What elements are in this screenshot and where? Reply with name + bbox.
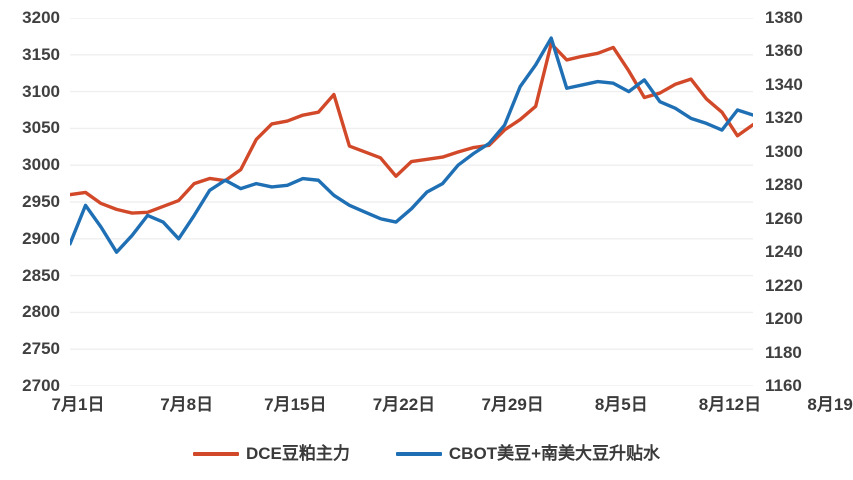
legend-item[interactable]: DCE豆粕主力 xyxy=(193,445,350,462)
legend-label: DCE豆粕主力 xyxy=(246,444,350,463)
y-axis-left-tick: 2700 xyxy=(22,376,60,395)
chart-legend: DCE豆粕主力 CBOT美豆+南美大豆升贴水 xyxy=(0,445,853,462)
y-axis-right-tick: 1280 xyxy=(765,175,803,195)
y-axis-right-tick: 1340 xyxy=(765,74,803,94)
y-axis-right-tick: 1220 xyxy=(765,275,803,295)
y-axis-left-tick: 3150 xyxy=(22,44,60,64)
y-axis-left-tick: 2950 xyxy=(22,192,60,211)
y-axis-right-tick: 1260 xyxy=(765,208,803,228)
x-axis-tick: 8月5日 xyxy=(594,395,648,414)
legend-label: CBOT美豆+南美大豆升贴水 xyxy=(448,444,660,463)
y-axis-left-tick: 2900 xyxy=(22,228,60,248)
legend-color-swatch xyxy=(395,451,442,456)
x-axis-tick: 7月22日 xyxy=(372,395,436,414)
y-axis-right-tick: 1160 xyxy=(765,376,802,395)
legend-color-swatch xyxy=(193,451,239,456)
y-axis-right-tick: 1380 xyxy=(765,8,803,27)
x-axis-tick: 7月1日 xyxy=(51,395,105,414)
x-axis-tick: 7月8日 xyxy=(160,395,214,414)
x-axis-tick: 7月15日 xyxy=(264,395,327,414)
y-axis-left-tick: 2750 xyxy=(22,339,60,359)
y-axis-left-tick: 3100 xyxy=(22,81,60,101)
y-axis-right-tick: 1320 xyxy=(765,108,803,128)
x-axis-tick: 8月12日 xyxy=(698,395,762,414)
y-axis-right-tick: 1300 xyxy=(765,141,803,161)
series-line xyxy=(70,42,753,215)
y-axis-left-tick: 2850 xyxy=(22,265,60,285)
y-axis-right-tick: 1200 xyxy=(765,309,803,329)
y-axis-right-tick: 1240 xyxy=(765,242,803,262)
x-axis-tick: 8月19日 xyxy=(807,395,853,414)
legend-item[interactable]: CBOT美豆+南美大豆升贴水 xyxy=(395,444,660,463)
y-axis-left-tick: 3050 xyxy=(22,118,60,138)
plot-svg xyxy=(70,18,753,386)
y-axis-right-tick: 1180 xyxy=(765,342,802,362)
y-axis-left-tick: 3000 xyxy=(22,155,60,175)
x-axis-tick: 7月29日 xyxy=(481,395,544,414)
y-axis-left-tick: 2800 xyxy=(22,302,60,322)
series-line xyxy=(70,36,753,254)
y-axis-right-tick: 1360 xyxy=(765,41,803,61)
y-axis-left-tick: 3200 xyxy=(22,8,60,27)
plot-area xyxy=(70,18,753,386)
